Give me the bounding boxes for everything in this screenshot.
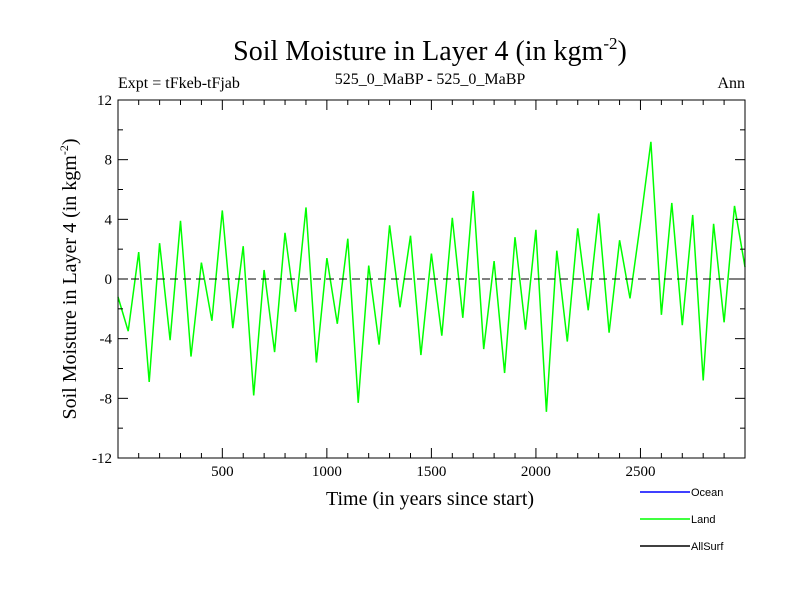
series-layer <box>117 141 746 412</box>
legend-label-land: Land <box>691 514 715 526</box>
chart-title: Soil Moisture in Layer 4 (in kgm-2) <box>233 34 627 67</box>
y-tick-label: 12 <box>97 93 112 109</box>
series-line-land <box>117 141 746 412</box>
y-tick-label: 0 <box>105 272 113 288</box>
y-tick-labels: -12 -8 -4 0 4 8 12 <box>92 93 113 467</box>
x-tick-label: 2500 <box>625 464 655 480</box>
x-tick-label: 1500 <box>416 464 446 480</box>
y-tick-label: 8 <box>105 153 113 169</box>
experiment-label: Expt = tFkeb-tFjab <box>118 75 240 92</box>
y-tick-label: -12 <box>92 451 112 467</box>
ticks-layer <box>118 99 745 459</box>
legend: Ocean Land AllSurf <box>640 487 724 553</box>
season-label: Ann <box>717 75 745 92</box>
legend-label-allsurf: AllSurf <box>691 541 724 553</box>
legend-label-ocean: Ocean <box>691 487 723 499</box>
x-tick-label: 1000 <box>312 464 342 480</box>
x-axis-label: Time (in years since start) <box>326 488 534 510</box>
x-tick-labels: 500 1000 1500 2000 2500 <box>211 464 655 480</box>
x-tick-label: 500 <box>211 464 234 480</box>
x-tick-label: 2000 <box>521 464 551 480</box>
y-tick-label: -4 <box>100 332 113 348</box>
y-axis-label: Soil Moisture in Layer 4 (in kgm-2) <box>57 138 81 419</box>
y-tick-label: 4 <box>105 212 113 228</box>
plot-area <box>117 99 746 459</box>
period-label: 525_0_MaBP - 525_0_MaBP <box>335 71 526 88</box>
y-tick-label: -8 <box>100 391 113 407</box>
